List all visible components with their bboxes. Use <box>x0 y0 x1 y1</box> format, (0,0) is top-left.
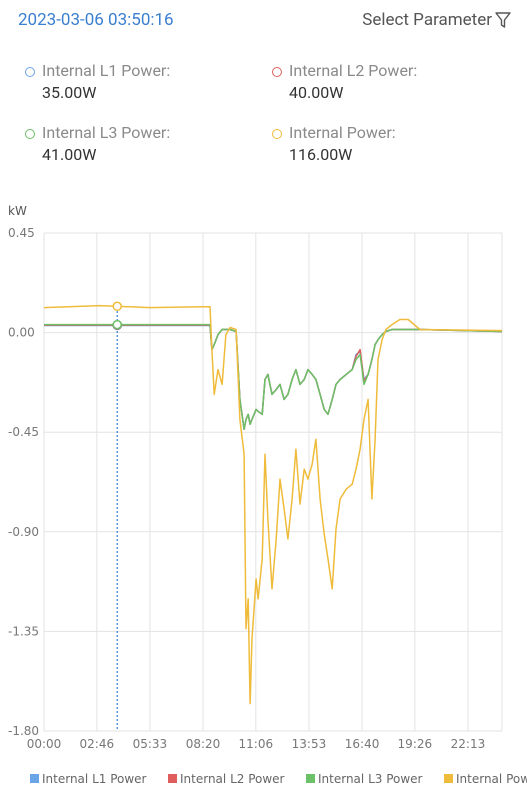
y-tick-label: -0.90 <box>8 525 39 539</box>
y-axis-label: kW <box>8 204 27 218</box>
readout-value: 41.00W <box>42 145 97 164</box>
series-line <box>44 324 503 431</box>
readout-dot <box>25 67 35 77</box>
hover-point <box>112 319 122 330</box>
readout-name: Internal L1 Power: <box>42 61 171 80</box>
legend-swatch <box>444 774 453 783</box>
hover-point <box>112 320 122 331</box>
readout-name: Internal Power: <box>289 123 396 142</box>
readout-name: Internal L3 Power: <box>42 123 171 142</box>
readout-item: Internal L3 Power: 41.00W <box>25 122 171 166</box>
readout-dot <box>25 129 35 139</box>
hover-point <box>112 320 122 330</box>
readout-value: 40.00W <box>289 83 344 102</box>
x-tick-label: 08:20 <box>186 737 221 751</box>
readout-name: Internal L2 Power: <box>289 61 418 80</box>
y-tick-label: -0.45 <box>8 425 39 439</box>
y-tick-label: -1.80 <box>8 724 39 738</box>
legend-label: Internal L1 Power <box>42 772 147 786</box>
x-tick-label: 19:26 <box>398 737 433 751</box>
legend-label: Internal L2 Power <box>180 772 285 786</box>
x-tick-label: 13:53 <box>292 737 327 751</box>
x-tick-label: 11:06 <box>239 737 274 751</box>
x-tick-label: 00:00 <box>27 737 62 751</box>
legend-swatch <box>30 774 39 783</box>
x-tick-label: 02:46 <box>80 737 115 751</box>
y-tick-label: -1.35 <box>8 624 39 638</box>
select-parameter[interactable]: Select Parameter <box>362 10 511 30</box>
readout-item: Internal L2 Power: 40.00W <box>272 60 418 104</box>
series-line <box>44 324 503 431</box>
hover-point <box>112 301 122 312</box>
filter-icon[interactable] <box>495 11 511 29</box>
readout-dot <box>272 129 282 139</box>
y-tick-label: 0.45 <box>8 226 35 240</box>
legend-swatch <box>306 774 315 783</box>
readout-item: Internal Power: 116.00W <box>272 122 396 166</box>
y-tick-label: 0.00 <box>8 326 35 340</box>
readout-item: Internal L1 Power: 35.00W <box>25 60 171 104</box>
legend-label: Internal Power <box>456 772 527 786</box>
legend-label: Internal L3 Power <box>318 772 423 786</box>
readout-value: 116.00W <box>289 145 353 164</box>
legend-swatch <box>168 774 177 783</box>
filter-label[interactable]: Select Parameter <box>362 10 492 30</box>
x-tick-label: 16:40 <box>345 737 380 751</box>
series-line <box>43 304 503 705</box>
x-tick-label: 22:13 <box>451 737 486 751</box>
readout-dot <box>272 67 282 77</box>
readout-value: 35.00W <box>42 83 97 102</box>
timestamp: 2023-03-06 03:50:16 <box>18 10 174 30</box>
series-line <box>44 323 503 431</box>
x-tick-label: 05:33 <box>133 737 168 751</box>
